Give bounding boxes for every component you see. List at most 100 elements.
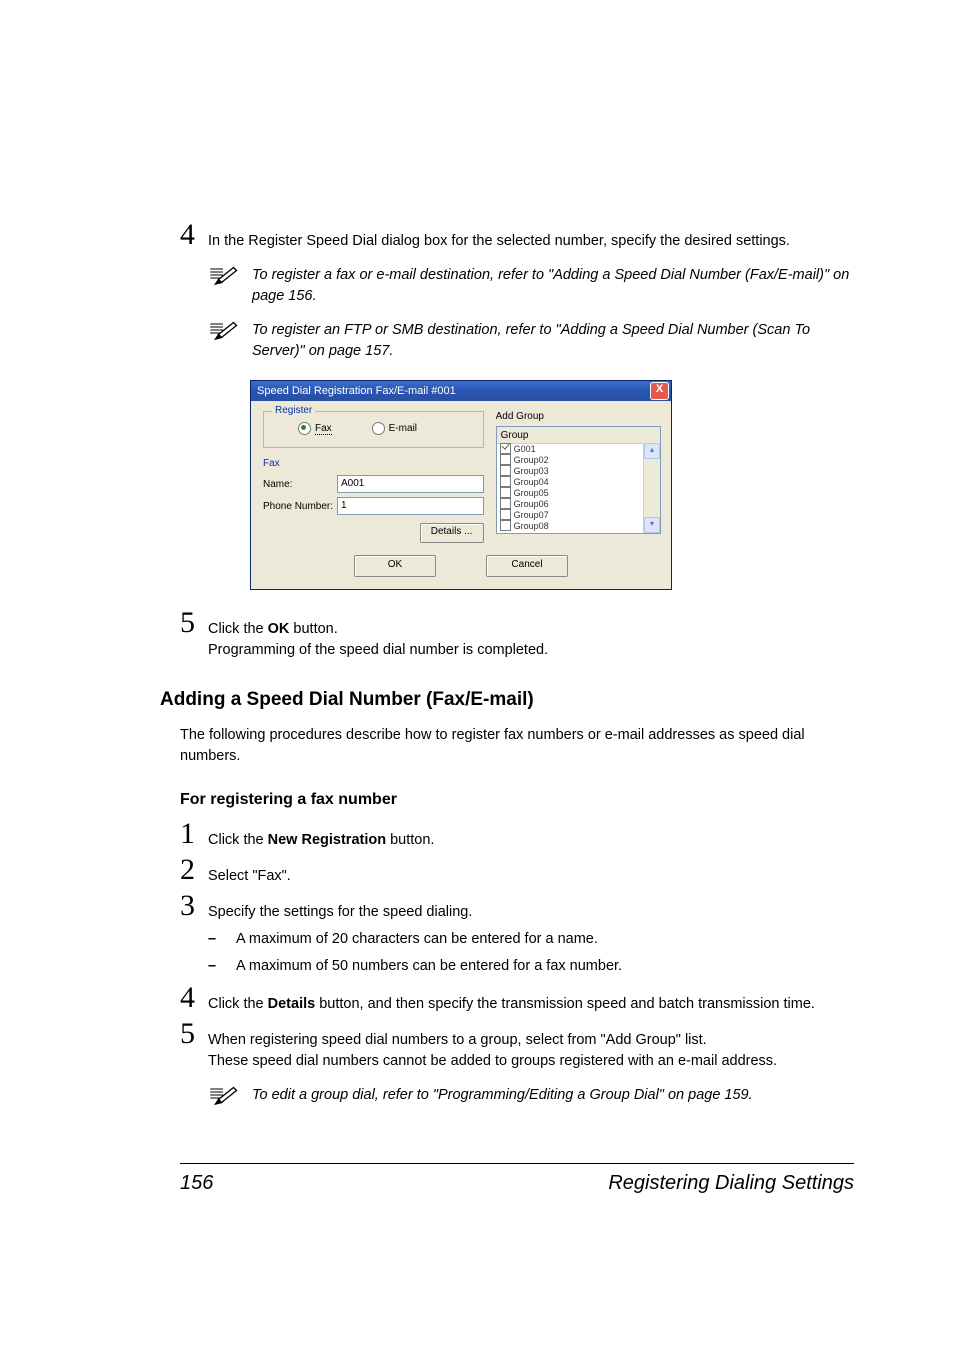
note-icon — [208, 264, 252, 291]
group-listbox[interactable]: Group G001Group02Group03Group04Group05Gr… — [496, 426, 661, 534]
group-label: Group03 — [514, 466, 549, 476]
step-number: 4 — [180, 220, 208, 250]
dialog-title: Speed Dial Registration Fax/E-mail #001 — [257, 385, 456, 397]
dialog-titlebar: Speed Dial Registration Fax/E-mail #001 … — [251, 381, 671, 401]
cancel-button[interactable]: Cancel — [486, 555, 568, 577]
fax-section-label: Fax — [263, 458, 484, 469]
ok-button[interactable]: OK — [354, 555, 436, 577]
step-text: In the Register Speed Dial dialog box fo… — [208, 220, 854, 252]
bullet-text: A maximum of 50 numbers can be entered f… — [236, 956, 622, 977]
footer-title: Registering Dialing Settings — [608, 1172, 854, 1195]
note-2: To register an FTP or SMB destination, r… — [208, 319, 854, 362]
group-label: Group06 — [514, 499, 549, 509]
step-4b: 4 Click the Details button, and then spe… — [180, 983, 854, 1015]
phone-label: Phone Number: — [263, 501, 337, 512]
group-list: G001Group02Group03Group04Group05Group06G… — [497, 443, 644, 533]
step-number: 4 — [180, 983, 208, 1013]
t: button, and then specify the transmissio… — [315, 996, 815, 1012]
group-item[interactable]: G001 — [497, 443, 644, 454]
step-number: 5 — [180, 1019, 208, 1049]
note-icon — [208, 319, 252, 346]
note-text: To register an FTP or SMB destination, r… — [252, 319, 854, 362]
group-label: Group05 — [514, 488, 549, 498]
group-item[interactable]: Group03 — [497, 465, 644, 476]
scroll-up-icon[interactable]: ▴ — [644, 443, 660, 459]
step-3b: 3 Specify the settings for the speed dia… — [180, 891, 854, 923]
step-number: 3 — [180, 891, 208, 921]
t: Click the — [208, 621, 268, 637]
step-5: 5 Click the OK button. Programming of th… — [180, 608, 854, 661]
step-text: When registering speed dial numbers to a… — [208, 1019, 854, 1072]
page-footer: 156 Registering Dialing Settings — [180, 1172, 854, 1195]
group-item[interactable]: Group05 — [497, 487, 644, 498]
checkbox-icon — [500, 454, 511, 465]
radio-row: Fax E-mail — [298, 420, 475, 437]
checkbox-icon — [500, 476, 511, 487]
t: When registering speed dial numbers to a… — [208, 1032, 707, 1048]
bullet-1: – A maximum of 20 characters can be ente… — [208, 929, 854, 950]
group-item[interactable]: Group04 — [497, 476, 644, 487]
dash-icon: – — [208, 929, 236, 950]
group-item[interactable]: Group08 — [497, 520, 644, 531]
note-icon — [208, 1084, 252, 1111]
checkbox-icon — [500, 520, 511, 531]
t: Click the — [208, 996, 268, 1012]
scrollbar[interactable]: ▴ ▾ — [643, 443, 660, 533]
group-label: Group02 — [514, 455, 549, 465]
step-number: 5 — [180, 608, 208, 638]
dialog-right: Add Group Group G001Group02Group03Group0… — [496, 411, 659, 543]
name-label: Name: — [263, 479, 337, 490]
bullet-text: A maximum of 20 characters can be entere… — [236, 929, 598, 950]
phone-input[interactable]: 1 — [337, 497, 484, 515]
step-5b: 5 When registering speed dial numbers to… — [180, 1019, 854, 1072]
step-number: 2 — [180, 855, 208, 885]
group-item[interactable]: Group02 — [497, 454, 644, 465]
heading-adding: Adding a Speed Dial Number (Fax/E-mail) — [160, 689, 854, 711]
name-input[interactable]: A001 — [337, 475, 484, 493]
step-number: 1 — [180, 819, 208, 849]
t: These speed dial numbers cannot be added… — [208, 1053, 777, 1069]
register-legend: Register — [272, 405, 315, 416]
note-1: To register a fax or e-mail destination,… — [208, 264, 854, 307]
t: Details — [268, 996, 316, 1012]
group-header: Group — [497, 427, 660, 444]
step-text: Specify the settings for the speed diali… — [208, 891, 854, 923]
radio-fax[interactable]: Fax — [298, 422, 332, 435]
name-row: Name: A001 — [263, 475, 484, 493]
bullet-2: – A maximum of 50 numbers can be entered… — [208, 956, 854, 977]
speed-dial-dialog: Speed Dial Registration Fax/E-mail #001 … — [250, 380, 672, 590]
t: OK — [268, 621, 290, 637]
group-item[interactable]: Group06 — [497, 498, 644, 509]
intro-para: The following procedures describe how to… — [180, 725, 854, 767]
radio-icon — [372, 422, 385, 435]
radio-email-label: E-mail — [389, 423, 417, 434]
addgroup-label: Add Group — [496, 411, 659, 422]
phone-row: Phone Number: 1 — [263, 497, 484, 515]
dialog-body: Register Fax E-mail Fax — [251, 401, 671, 555]
close-icon[interactable]: X — [650, 382, 669, 400]
group-item[interactable]: Group07 — [497, 509, 644, 520]
details-button[interactable]: Details ... — [420, 523, 484, 543]
radio-icon — [298, 422, 311, 435]
footer-rule — [180, 1163, 854, 1164]
checkbox-icon — [500, 498, 511, 509]
group-label: Group08 — [514, 521, 549, 531]
page-number: 156 — [180, 1172, 213, 1195]
heading-fax: For registering a fax number — [180, 791, 854, 809]
radio-email[interactable]: E-mail — [372, 422, 417, 435]
page-content: 4 In the Register Speed Dial dialog box … — [0, 0, 954, 1255]
t: button. — [289, 621, 337, 637]
note-3: To edit a group dial, refer to "Programm… — [208, 1084, 854, 1111]
group-label: G001 — [514, 444, 536, 454]
scroll-down-icon[interactable]: ▾ — [644, 517, 660, 533]
step-4: 4 In the Register Speed Dial dialog box … — [180, 220, 854, 252]
note-text: To register a fax or e-mail destination,… — [252, 264, 854, 307]
dialog-screenshot: Speed Dial Registration Fax/E-mail #001 … — [250, 380, 854, 590]
checkbox-icon — [500, 487, 511, 498]
t: Programming of the speed dial number is … — [208, 642, 548, 658]
group-label: Group04 — [514, 477, 549, 487]
step-2b: 2 Select "Fax". — [180, 855, 854, 887]
dialog-footer: OK Cancel — [251, 555, 671, 589]
checkbox-icon — [500, 443, 511, 454]
checkbox-icon — [500, 465, 511, 476]
